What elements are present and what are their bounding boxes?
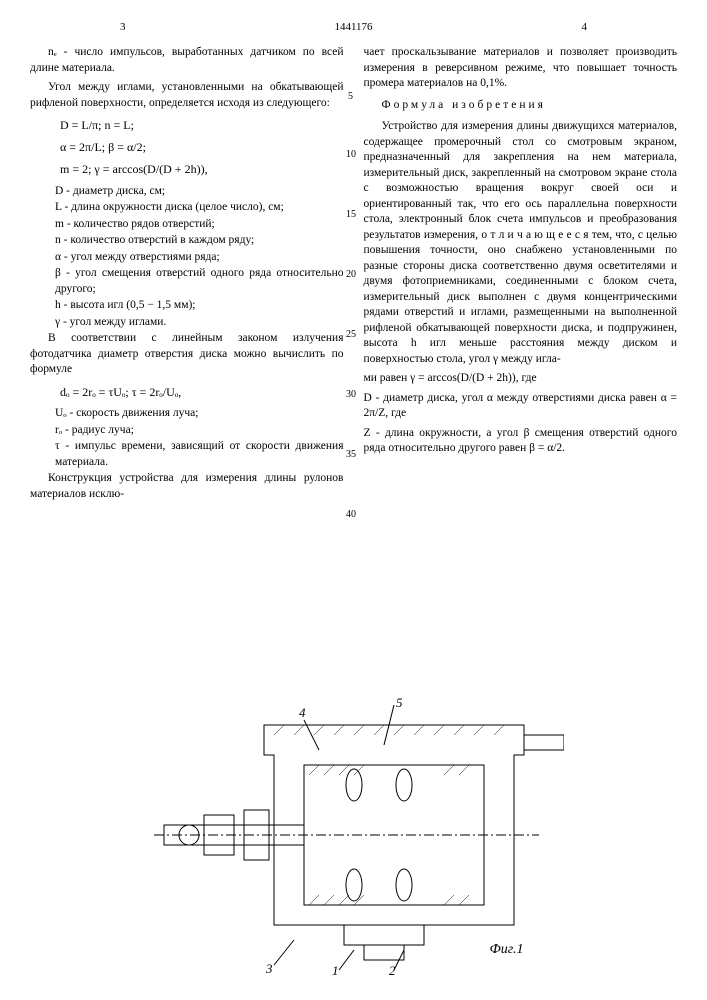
def-tau: τ - импульс времени, зависящий от скорос… [55, 439, 344, 470]
claim-beta: Z - длина окружности, а угол β смещения … [364, 426, 678, 457]
line-marker: 35 [346, 448, 356, 462]
callout-4: 4 [299, 705, 306, 720]
def-m: m - количество рядов отверстий; [55, 217, 344, 233]
formula-2: α = 2π/L; β = α/2; [60, 139, 344, 155]
para-photo: В соответствии с линейным законом излуче… [30, 331, 344, 378]
line-marker: 10 [346, 148, 356, 162]
def-U0: Uₒ - скорость движения луча; [55, 406, 344, 422]
claim-alpha: D - диаметр диска, угол α между отверсти… [364, 391, 678, 422]
section-title: Формула изобретения [364, 98, 678, 114]
line-marker: 15 [346, 208, 356, 222]
def-h: h - высота игл (0,5 − 1,5 мм); [55, 298, 344, 314]
line-marker: 30 [346, 388, 356, 402]
line-marker: 5 [348, 90, 353, 104]
def-L: L - длина окружности диска (целое число)… [55, 200, 344, 216]
claim-main: Устройство для измерения длины движущихс… [364, 119, 678, 367]
callout-1: 1 [332, 963, 339, 975]
document-number: 1441176 [334, 20, 372, 35]
para-construction: Конструкция устройства для измерения дли… [30, 471, 344, 502]
callout-5: 5 [396, 695, 403, 710]
def-D: D - диаметр диска, см; [55, 184, 344, 200]
where-block-2: Uₒ - скорость движения луча; rₒ - радиус… [55, 406, 344, 470]
formula-1: D = L/π; n = L; [60, 117, 344, 133]
where-block-1: D - диаметр диска, см; L - длина окружно… [55, 184, 344, 331]
left-column: nₑ - число импульсов, выработанных датчи… [30, 45, 344, 506]
mechanical-drawing: 4 5 3 1 2 [144, 695, 564, 975]
callout-2: 2 [389, 963, 396, 975]
page-number-left: 3 [120, 20, 126, 35]
n-definition: nₑ - число импульсов, выработанных датчи… [30, 45, 344, 76]
def-beta: β - угол смещения отверстий одного ряда … [55, 266, 344, 297]
figure-label: Фиг.1 [489, 941, 523, 960]
line-marker: 40 [346, 508, 356, 522]
formula-3: m = 2; γ = arccos(D/(D + 2h)), [60, 161, 344, 177]
line-marker: 25 [346, 328, 356, 342]
def-r0: rₒ - радиус луча; [55, 423, 344, 439]
claim-gamma: ми равен γ = arccos(D/(D + 2h)), где [364, 371, 678, 387]
figure-diagram: 4 5 3 1 2 Фиг.1 [144, 695, 564, 975]
right-column: чает проскальзывание материалов и позвол… [364, 45, 678, 506]
para-continue: чает проскальзывание материалов и позвол… [364, 45, 678, 92]
callout-3: 3 [265, 961, 273, 975]
formula-4: dₒ = 2rₒ = τUₒ; τ = 2rₒ/Uₒ, [60, 384, 344, 400]
para-angle: Угол между иглами, установленными на обк… [30, 80, 344, 111]
line-marker: 20 [346, 268, 356, 282]
def-n: n - количество отверстий в каждом ряду; [55, 233, 344, 249]
def-alpha: α - угол между отверстиями ряда; [55, 250, 344, 266]
def-gamma: γ - угол между иглами. [55, 315, 344, 331]
page-number-right: 4 [582, 20, 588, 35]
